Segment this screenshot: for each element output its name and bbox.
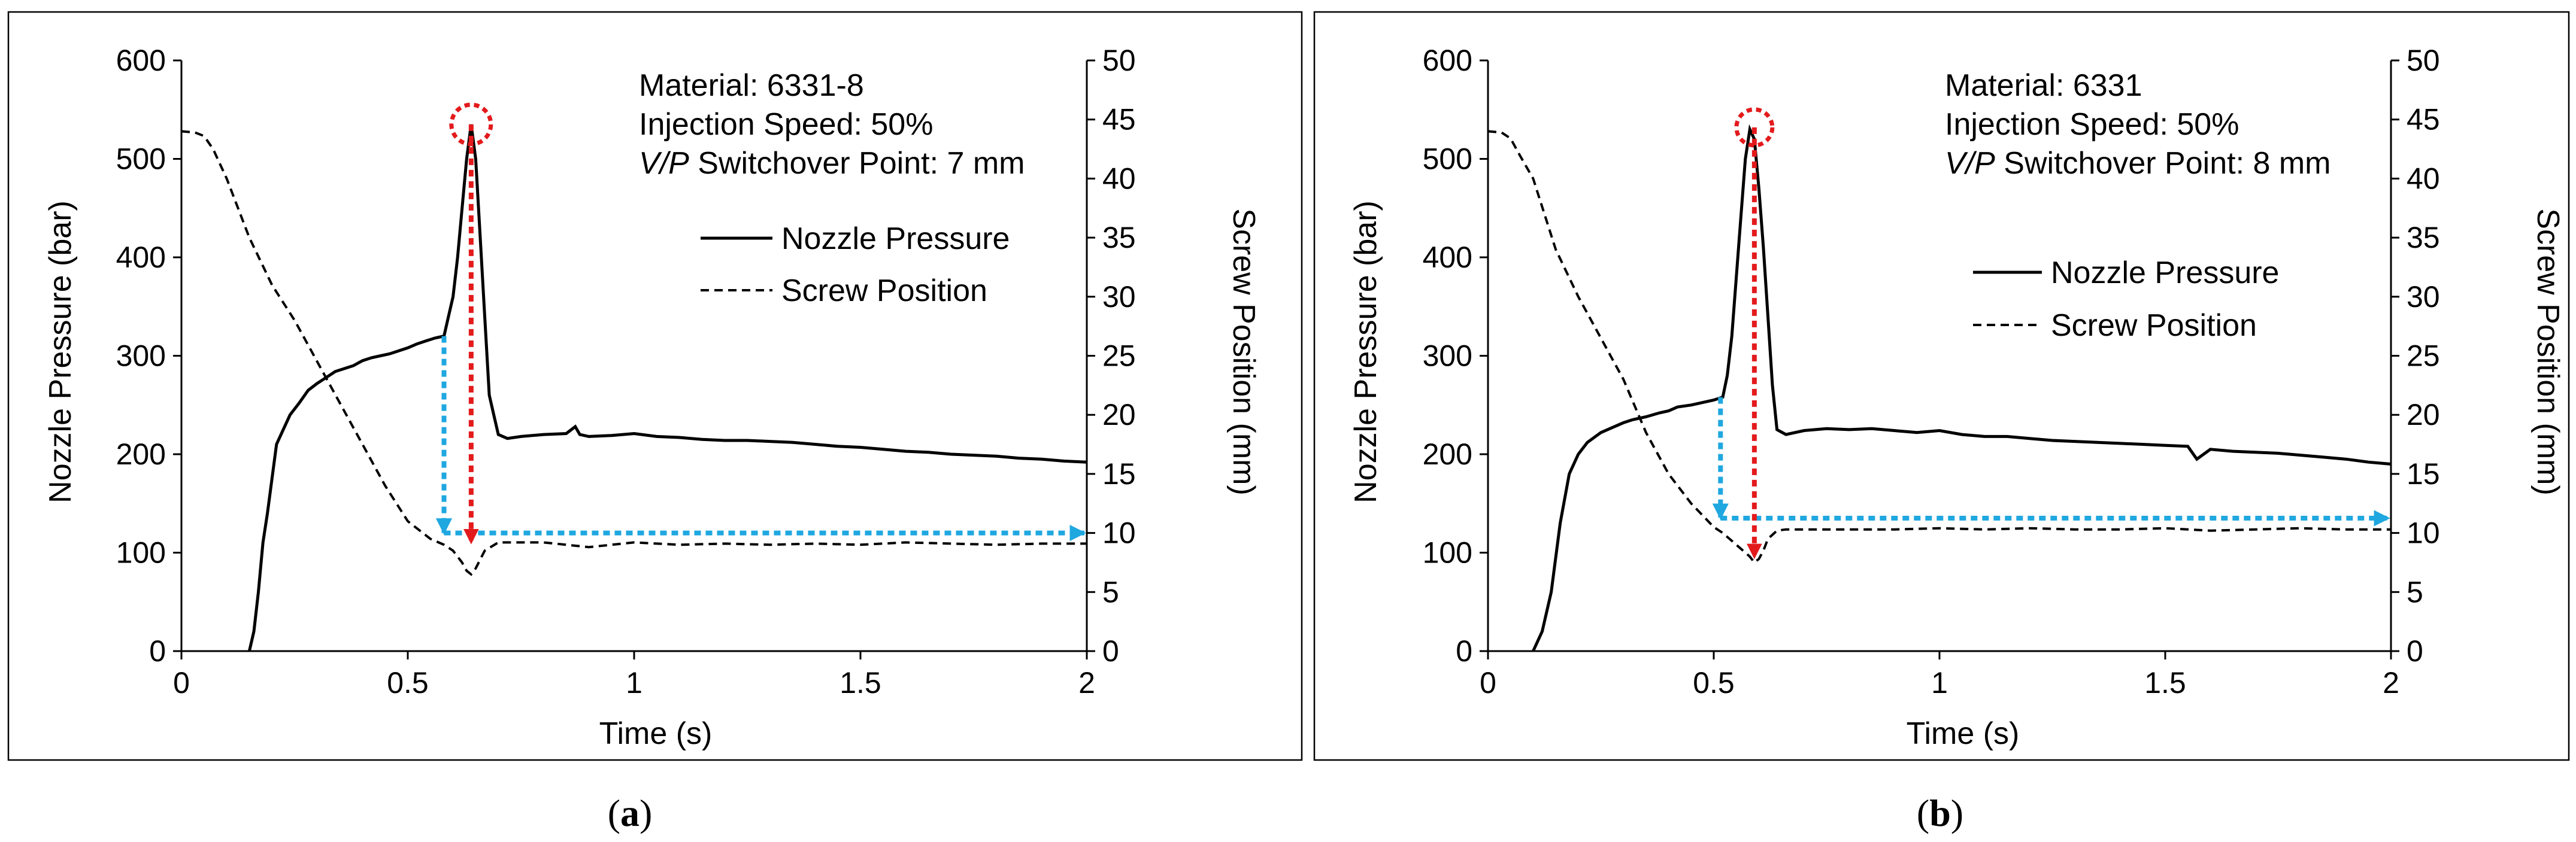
x-tick-label: 1 (626, 666, 643, 700)
legend-nozzle-pressure: Nozzle Pressure (2051, 256, 2279, 290)
nozzle-pressure-line (247, 124, 1087, 652)
y2-tick-label: 0 (1102, 634, 1119, 668)
x-tick-label: 0.5 (387, 666, 429, 700)
y2-tick-label: 15 (2407, 457, 2440, 491)
info-switchover-text: Switchover Point: 7 mm (698, 146, 1025, 181)
y-tick-label: 200 (1423, 437, 1472, 471)
y-tick-label: 500 (1423, 142, 1472, 176)
y-tick-label: 500 (116, 142, 166, 176)
y2-tick-label: 35 (2407, 221, 2440, 254)
y2-tick-label: 50 (1102, 44, 1136, 77)
y-tick-label: 300 (116, 339, 166, 373)
y-axis-label: Nozzle Pressure (bar) (1348, 200, 1383, 503)
x-tick-label: 1.5 (2144, 666, 2186, 700)
y-tick-label: 100 (116, 536, 166, 570)
info-material: Material: 6331-8 (639, 68, 864, 103)
y2-tick-label: 40 (1102, 162, 1136, 195)
y2-tick-label: 10 (1102, 516, 1136, 550)
y2-tick-label: 30 (1102, 280, 1136, 314)
info-switchover: V/P Switchover Point: 8 mm (1945, 146, 2330, 181)
y2-tick-label: 40 (2407, 162, 2440, 195)
y2-tick-label: 50 (2407, 44, 2440, 77)
y-tick-label: 600 (1423, 44, 1472, 77)
y2-tick-label: 45 (2407, 103, 2440, 136)
y-axis-ticks: 0 100 200 300 400 500 600 (1423, 44, 1488, 668)
info-switchover: V/P Switchover Point: 7 mm (639, 146, 1025, 181)
screw-position-line (181, 130, 1087, 576)
panel-letter-b: b (1929, 792, 1951, 834)
y-axis-ticks: 0 100 200 300 400 500 600 (116, 44, 181, 668)
y2-axis-ticks: 0 5 10 15 20 25 30 35 40 45 50 (1087, 44, 1136, 668)
info-injection-speed: Injection Speed: 50% (1945, 107, 2239, 142)
x-tick-label: 2 (2383, 666, 2399, 700)
x-axis-label: Time (s) (599, 716, 713, 751)
chart-panel-b: 0 0.5 1 1.5 2 0 100 200 300 400 500 600 0 5 10 15 20 25… (1313, 11, 2570, 761)
y2-tick-label: 15 (1102, 457, 1136, 491)
x-tick-label: 0.5 (1693, 666, 1735, 700)
y2-tick-label: 30 (2407, 280, 2440, 314)
x-tick-label: 1 (1931, 666, 1948, 700)
y-tick-label: 400 (116, 241, 166, 274)
y-tick-label: 400 (1423, 241, 1472, 274)
y2-tick-label: 5 (2407, 575, 2423, 609)
y2-tick-label: 25 (2407, 339, 2440, 373)
x-tick-label: 0 (173, 666, 190, 700)
nozzle-pressure-line (1532, 124, 2392, 652)
panel-frame (1313, 11, 2570, 761)
y-tick-label: 0 (149, 634, 166, 668)
y2-tick-label: 20 (1102, 398, 1136, 431)
chart-panel-a: 0 0.5 1 1.5 2 0 100 200 300 400 500 600 0 5 10 15 20 25… (7, 11, 1303, 761)
legend-screw-position: Screw Position (2051, 308, 2257, 343)
peak-circle (1734, 107, 1775, 148)
legend-nozzle-pressure: Nozzle Pressure (781, 221, 1010, 256)
panel-label-b: (b) (1917, 792, 1963, 834)
x-axis-ticks: 0 0.5 1 1.5 2 (1480, 651, 2399, 700)
y2-tick-label: 20 (2407, 398, 2440, 431)
y2-tick-label: 45 (1102, 103, 1136, 136)
y-tick-label: 300 (1423, 339, 1472, 373)
y2-tick-label: 5 (1102, 575, 1119, 609)
y-tick-label: 600 (116, 44, 166, 77)
y-tick-label: 0 (1456, 634, 1472, 668)
legend-screw-position: Screw Position (781, 273, 987, 308)
x-tick-label: 2 (1078, 666, 1095, 700)
info-switchover-prefix: V/P (1945, 146, 1995, 181)
y-tick-label: 200 (116, 437, 166, 471)
y2-axis-label: Screw Position (mm) (2530, 208, 2565, 496)
x-axis-label: Time (s) (1907, 716, 2020, 751)
x-tick-label: 1.5 (840, 666, 881, 700)
info-switchover-text: Switchover Point: 8 mm (2004, 146, 2330, 181)
y2-tick-label: 25 (1102, 339, 1136, 373)
x-axis-ticks: 0 0.5 1 1.5 2 (173, 651, 1095, 700)
peak-circle (449, 102, 493, 147)
panel-label-a: (a) (608, 792, 653, 834)
info-injection-speed: Injection Speed: 50% (639, 107, 933, 142)
x-tick-label: 0 (1480, 666, 1496, 700)
y-axis-label: Nozzle Pressure (bar) (43, 200, 78, 503)
y-tick-label: 100 (1423, 536, 1472, 570)
y2-tick-label: 35 (1102, 221, 1136, 254)
y2-axis-ticks: 0 5 10 15 20 25 30 35 40 45 50 (2391, 44, 2440, 668)
y2-tick-label: 10 (2407, 516, 2440, 550)
info-switchover-prefix: V/P (639, 146, 689, 181)
info-material: Material: 6331 (1945, 68, 2142, 103)
y2-tick-label: 0 (2407, 634, 2423, 668)
y2-axis-label: Screw Position (mm) (1226, 208, 1261, 496)
panel-letter-a: a (620, 792, 640, 834)
